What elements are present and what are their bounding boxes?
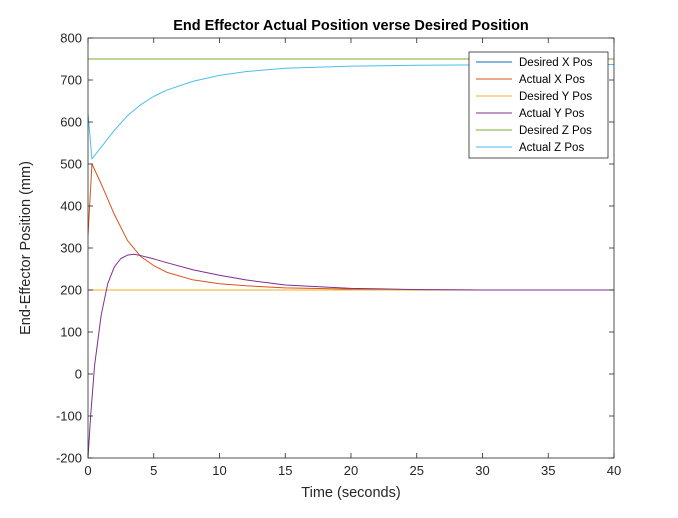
x-tick-label: 20	[344, 463, 358, 478]
y-tick-label: 100	[60, 325, 82, 340]
x-tick-label: 30	[475, 463, 489, 478]
y-tick-label: 300	[60, 241, 82, 256]
axes: 0 5 10 15 20 25 30 35 40 -200 -100 0 100 200 300 400 500…	[56, 31, 621, 479]
y-tick-label: -200	[56, 451, 82, 466]
y-tick-label: 700	[60, 73, 82, 88]
x-tick-label: 25	[410, 463, 424, 478]
x-tick-label: 5	[150, 463, 157, 478]
series-line-actual-y-pos	[88, 253, 614, 458]
legend-entry: Desired Y Pos	[519, 91, 592, 103]
legend-entry: Actual X Pos	[519, 74, 585, 86]
x-tick-label: 0	[84, 463, 91, 478]
y-tick-label: 800	[60, 31, 82, 46]
y-axis-title: End-Effector Position (mm)	[18, 161, 34, 335]
y-tick-label: -100	[56, 409, 82, 424]
y-tick-label: 600	[60, 115, 82, 130]
legend-entry: Desired X Pos	[519, 57, 593, 69]
series-line-actual-z-pos	[88, 63, 614, 160]
y-tick-label: 0	[75, 367, 82, 382]
chart-title: End Effector Actual Position verse Desir…	[173, 18, 529, 34]
x-tick-label: 35	[541, 463, 555, 478]
legend-entry: Actual Z Pos	[519, 142, 584, 154]
y-tick-label: 200	[60, 283, 82, 298]
legend-entry: Desired Z Pos	[519, 125, 592, 137]
x-tick-label: 10	[212, 463, 226, 478]
legend: Desired X Pos Actual X Pos Desired Y Pos Ac…	[468, 51, 609, 159]
x-tick-label: 40	[607, 463, 621, 478]
legend-entry: Actual Y Pos	[519, 108, 585, 120]
x-axis-title: Time (seconds)	[301, 485, 400, 501]
x-tick-label: 15	[278, 463, 292, 478]
y-tick-label: 400	[60, 199, 82, 214]
y-tick-label: 500	[60, 157, 82, 172]
series-layer	[88, 58, 614, 458]
legend-box	[468, 51, 609, 159]
